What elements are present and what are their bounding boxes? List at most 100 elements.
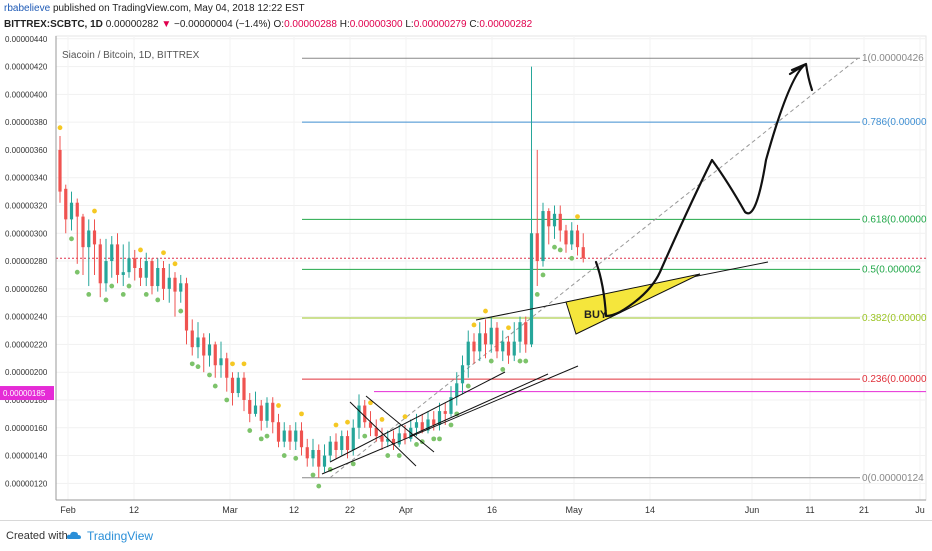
candle-body — [236, 377, 240, 394]
indicator-dot — [396, 453, 402, 458]
fib-trend-line[interactable] — [329, 57, 859, 479]
candle-body — [541, 211, 545, 262]
x-tick-label: 12 — [289, 505, 299, 515]
close-value: 0.00000282 — [479, 19, 533, 30]
ohlc-legend: BITTREX:SCBTC, 1D 0.00000282 ▼ −0.000000… — [4, 19, 532, 30]
fib-level-label: 0.618(0.00000 — [862, 214, 927, 225]
wedge-line-b[interactable] — [365, 395, 435, 453]
candle-body — [351, 427, 355, 450]
candle-body — [420, 422, 424, 431]
x-tick-label: Feb — [60, 505, 76, 515]
candle-body — [386, 438, 390, 442]
author-link[interactable]: rbabelieve — [4, 3, 51, 14]
candle-body — [443, 411, 447, 414]
indicator-dot — [465, 383, 471, 389]
candle-body — [391, 438, 396, 445]
indicator-dot — [126, 283, 132, 289]
price-axis[interactable]: 0.00000440 0.00000420 0.00000400 0.00000380… — [0, 35, 57, 500]
candle-body — [322, 455, 327, 467]
chart-header: rbabelieve published on TradingView.com,… — [0, 0, 932, 34]
candle-body — [219, 358, 223, 366]
indicator-dot — [414, 442, 419, 447]
candle-body — [64, 188, 68, 220]
candle-body — [110, 244, 114, 262]
wedge-line-a[interactable] — [349, 401, 417, 467]
indicator-dot — [517, 358, 523, 364]
trend-line-lower[interactable] — [321, 365, 579, 475]
candle-body — [489, 327, 493, 345]
indicator-dot — [333, 422, 339, 428]
candle-body — [207, 344, 212, 356]
candle-body — [564, 230, 568, 245]
candle-body — [529, 233, 534, 345]
candle-body — [133, 258, 137, 268]
candle-body — [380, 436, 384, 442]
indicator-dot — [379, 417, 385, 422]
fibonacci-retracement[interactable]: 1(0.00000426 0.786(0.00000 0.618(0.00000 0.… — [302, 53, 927, 484]
indicator-dot — [471, 322, 477, 328]
fib-level-label: 0.786(0.00000 — [862, 117, 927, 128]
low-value: 0.00000279 — [413, 19, 467, 30]
candle-body — [276, 422, 281, 442]
indicator-dot — [385, 453, 391, 458]
x-tick-label: 16 — [487, 505, 497, 515]
candle-body — [92, 230, 97, 245]
y-tick-label: 0.00000160 — [5, 424, 48, 433]
indicator-dot — [230, 361, 235, 367]
drawings[interactable]: BUY — [321, 62, 814, 475]
high-value: 0.00000300 — [349, 19, 403, 30]
price-chart[interactable]: 0.00000440 0.00000420 0.00000400 0.00000380… — [0, 34, 932, 520]
indicator-dot — [69, 236, 74, 242]
indicator-dot — [155, 297, 161, 303]
y-tick-label: 0.00000280 — [5, 257, 48, 266]
candle-body — [144, 261, 148, 278]
candle-body — [69, 202, 74, 220]
projection-path[interactable] — [594, 62, 814, 318]
indicator-dot — [258, 436, 264, 442]
trend-line-inner[interactable] — [409, 373, 549, 437]
indicator-dot — [299, 411, 304, 417]
candle-body — [265, 402, 269, 421]
indicator-dot — [172, 261, 178, 267]
candle-body — [518, 322, 522, 342]
candle-body — [248, 399, 252, 414]
candle-body — [242, 377, 246, 400]
change-down-icon: ▼ — [161, 19, 172, 30]
candle-body — [506, 341, 511, 356]
indicator-dot — [109, 283, 115, 289]
candle-body — [466, 341, 470, 366]
y-tick-label: 0.00000200 — [5, 368, 48, 377]
x-tick-label: 21 — [859, 505, 869, 515]
candle-body — [340, 436, 344, 450]
indicator-dot — [506, 325, 511, 331]
open-label: O: — [273, 19, 285, 30]
tradingview-cloud-icon — [66, 531, 81, 539]
candle-body — [288, 430, 292, 442]
candle-body — [472, 341, 476, 352]
x-tick-label: 22 — [345, 505, 355, 515]
plot-frame — [55, 35, 927, 501]
candle-body — [58, 149, 62, 192]
candles — [57, 66, 585, 489]
fib-level-label: 0.5(0.000002 — [862, 264, 921, 275]
tradingview-brand-link[interactable]: TradingView — [87, 529, 154, 543]
time-axis[interactable]: Feb 12 Mar 12 22 Apr 16 May 14 Jun 11 21 Ju — [56, 499, 926, 515]
candle-body — [449, 397, 453, 414]
indicator-dot — [316, 483, 322, 489]
y-tick-label: 0.00000380 — [5, 118, 48, 127]
candle-body — [282, 430, 286, 442]
y-tick-label: 0.00000340 — [5, 174, 48, 183]
candle-body — [437, 411, 442, 425]
trend-line-mid[interactable] — [329, 371, 506, 463]
indicator-dot — [437, 436, 442, 442]
y-tick-label: 0.00000240 — [5, 313, 48, 322]
y-tick-label: 0.00000300 — [5, 229, 48, 238]
candle-body — [483, 333, 488, 345]
candle-body — [138, 268, 143, 278]
candle-body — [478, 333, 482, 352]
publish-info: rbabelieve published on TradingView.com,… — [4, 3, 305, 14]
indicator-dot — [500, 367, 506, 372]
symbol-label[interactable]: BITTREX:SCBTC, 1D — [4, 19, 103, 30]
candle-body — [558, 213, 562, 231]
x-tick-label: Apr — [399, 505, 413, 515]
